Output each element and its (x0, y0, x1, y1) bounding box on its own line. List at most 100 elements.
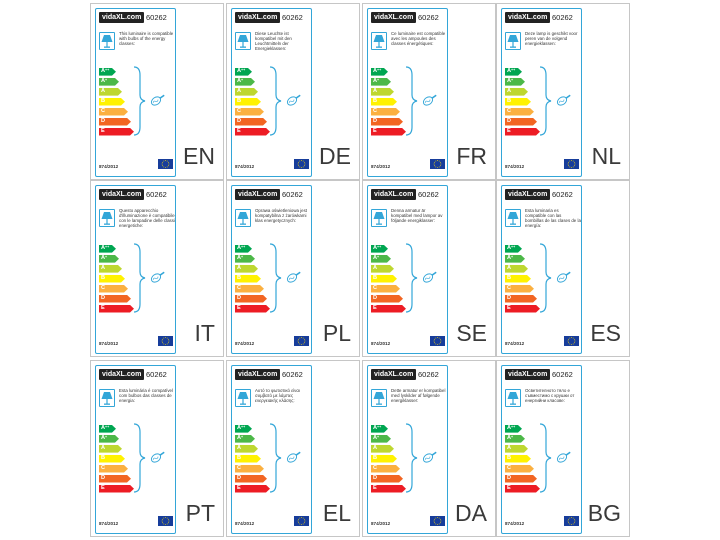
energy-class-bar: E (99, 485, 134, 493)
compatibility-text: Αυτό το φωτιστικό είναι συμβατό με λάμπε… (255, 388, 300, 404)
energy-class-scale: A++ A+ A B C D E (99, 425, 137, 495)
energy-class-bar: A++ (371, 425, 388, 433)
energy-class-bar: A++ (235, 245, 252, 253)
energy-label: vidaXL.com 60262 Denna armatur är kompatib… (367, 185, 448, 354)
energy-class-scale: A++ A+ A B C D E (505, 245, 543, 315)
energy-class-bar: B (371, 455, 397, 463)
energy-class-bar: A++ (235, 68, 252, 76)
energy-class-bar: E (505, 485, 540, 493)
language-code: BG (587, 500, 621, 526)
table-lamp-icon (505, 209, 521, 227)
energy-class-scale: A++ A+ A B C D E (235, 68, 273, 138)
energy-class-bar: A+ (235, 255, 255, 263)
label-cell-de: vidaXL.com 60262 Diese Leuchte ist kompati… (226, 3, 360, 180)
compatibility-text: Esta luminária é compatível com bulbos d… (119, 388, 173, 404)
eu-flag-icon (430, 159, 445, 169)
label-cell-es: vidaXL.com 60262 Esta luminaria es compati… (496, 180, 630, 357)
energy-class-bar: D (371, 475, 403, 483)
table-lamp-icon (99, 209, 115, 227)
eu-flag-icon (158, 159, 173, 169)
language-code: DA (455, 500, 487, 526)
brand-logo: vidaXL.com (99, 189, 145, 200)
brand-logo: vidaXL.com (235, 189, 281, 200)
energy-label: vidaXL.com 60262 Oprawa oświetleniowa jest… (231, 185, 312, 354)
energy-class-bar: A+ (505, 255, 525, 263)
label-cell-bg: vidaXL.com 60262 Осветителното тяло е съвм… (496, 360, 630, 537)
light-bulb-icon (132, 422, 174, 499)
label-cell-fr: vidaXL.com 60262 Ce luminaire est compatib… (362, 3, 496, 180)
light-bulb-icon (404, 242, 446, 319)
energy-class-bar: E (371, 305, 406, 313)
table-lamp-icon (99, 32, 115, 50)
energy-class-bar: A++ (99, 245, 116, 253)
compatibility-text: Denna armatur är kompatibel med lampor a… (391, 208, 443, 224)
label-cell-pl: vidaXL.com 60262 Oprawa oświetleniowa jest… (226, 180, 360, 357)
energy-class-bar: A++ (505, 425, 522, 433)
energy-class-bar: A+ (99, 435, 119, 443)
energy-class-bar: C (99, 108, 128, 116)
energy-class-bar: E (99, 128, 134, 136)
energy-class-bar: A+ (235, 435, 255, 443)
light-bulb-icon (268, 242, 310, 319)
energy-class-bar: E (235, 128, 270, 136)
energy-class-bar: C (371, 285, 400, 293)
energy-class-scale: A++ A+ A B C D E (99, 68, 137, 138)
language-code: EN (183, 143, 215, 169)
energy-class-scale: A++ A+ A B C D E (235, 245, 273, 315)
energy-class-bar: E (235, 305, 270, 313)
energy-class-scale: A++ A+ A B C D E (235, 425, 273, 495)
table-lamp-icon (235, 209, 251, 227)
energy-class-bar: D (99, 118, 131, 126)
table-lamp-icon (99, 389, 115, 407)
energy-class-bar: A (99, 265, 122, 273)
energy-class-bar: A (235, 445, 258, 453)
regulation-number: 874/2012 (235, 164, 255, 169)
energy-class-bar: D (505, 475, 537, 483)
energy-class-scale: A++ A+ A B C D E (371, 425, 409, 495)
energy-class-bar: A++ (505, 68, 522, 76)
energy-class-bar: D (235, 295, 267, 303)
energy-class-bar: A+ (505, 435, 525, 443)
energy-label: vidaXL.com 60262 Deze lamp is geschikt voo… (501, 8, 582, 177)
compatibility-text: Осветителното тяло е съвместимо с крушки… (525, 388, 575, 404)
energy-class-bar: E (371, 485, 406, 493)
language-code: PT (185, 500, 215, 526)
energy-class-bar: C (235, 465, 264, 473)
regulation-number: 874/2012 (371, 521, 391, 526)
table-lamp-icon (235, 32, 251, 50)
regulation-number: 874/2012 (99, 341, 119, 346)
energy-class-bar: D (99, 475, 131, 483)
eu-flag-icon (430, 336, 445, 346)
light-bulb-icon (538, 242, 580, 319)
light-bulb-icon (404, 422, 446, 499)
energy-class-bar: A+ (99, 78, 119, 86)
brand-logo: vidaXL.com (99, 12, 145, 23)
model-number: 60262 (282, 370, 303, 379)
brand-logo: vidaXL.com (235, 369, 281, 380)
energy-class-bar: B (505, 455, 531, 463)
energy-class-bar: D (235, 475, 267, 483)
brand-logo: vidaXL.com (99, 369, 145, 380)
energy-class-bar: D (505, 118, 537, 126)
table-lamp-icon (235, 389, 251, 407)
energy-class-bar: C (505, 108, 534, 116)
model-number: 60262 (418, 370, 439, 379)
model-number: 60262 (418, 13, 439, 22)
energy-class-bar: A (371, 445, 394, 453)
energy-class-bar: C (235, 285, 264, 293)
energy-class-bar: B (99, 455, 125, 463)
energy-class-bar: A+ (235, 78, 255, 86)
energy-class-bar: A++ (99, 68, 116, 76)
energy-class-bar: C (99, 285, 128, 293)
energy-class-bar: B (371, 98, 397, 106)
label-cell-da: vidaXL.com 60262 Dette armatur er kompatib… (362, 360, 496, 537)
language-code: NL (591, 143, 621, 169)
energy-class-bar: E (99, 305, 134, 313)
energy-class-bar: D (505, 295, 537, 303)
regulation-number: 874/2012 (371, 341, 391, 346)
energy-label: vidaXL.com 60262 Αυτό το φωτιστικό είναι σ… (231, 365, 312, 534)
language-code: EL (322, 500, 351, 526)
energy-class-bar: A+ (505, 78, 525, 86)
light-bulb-icon (268, 65, 310, 142)
